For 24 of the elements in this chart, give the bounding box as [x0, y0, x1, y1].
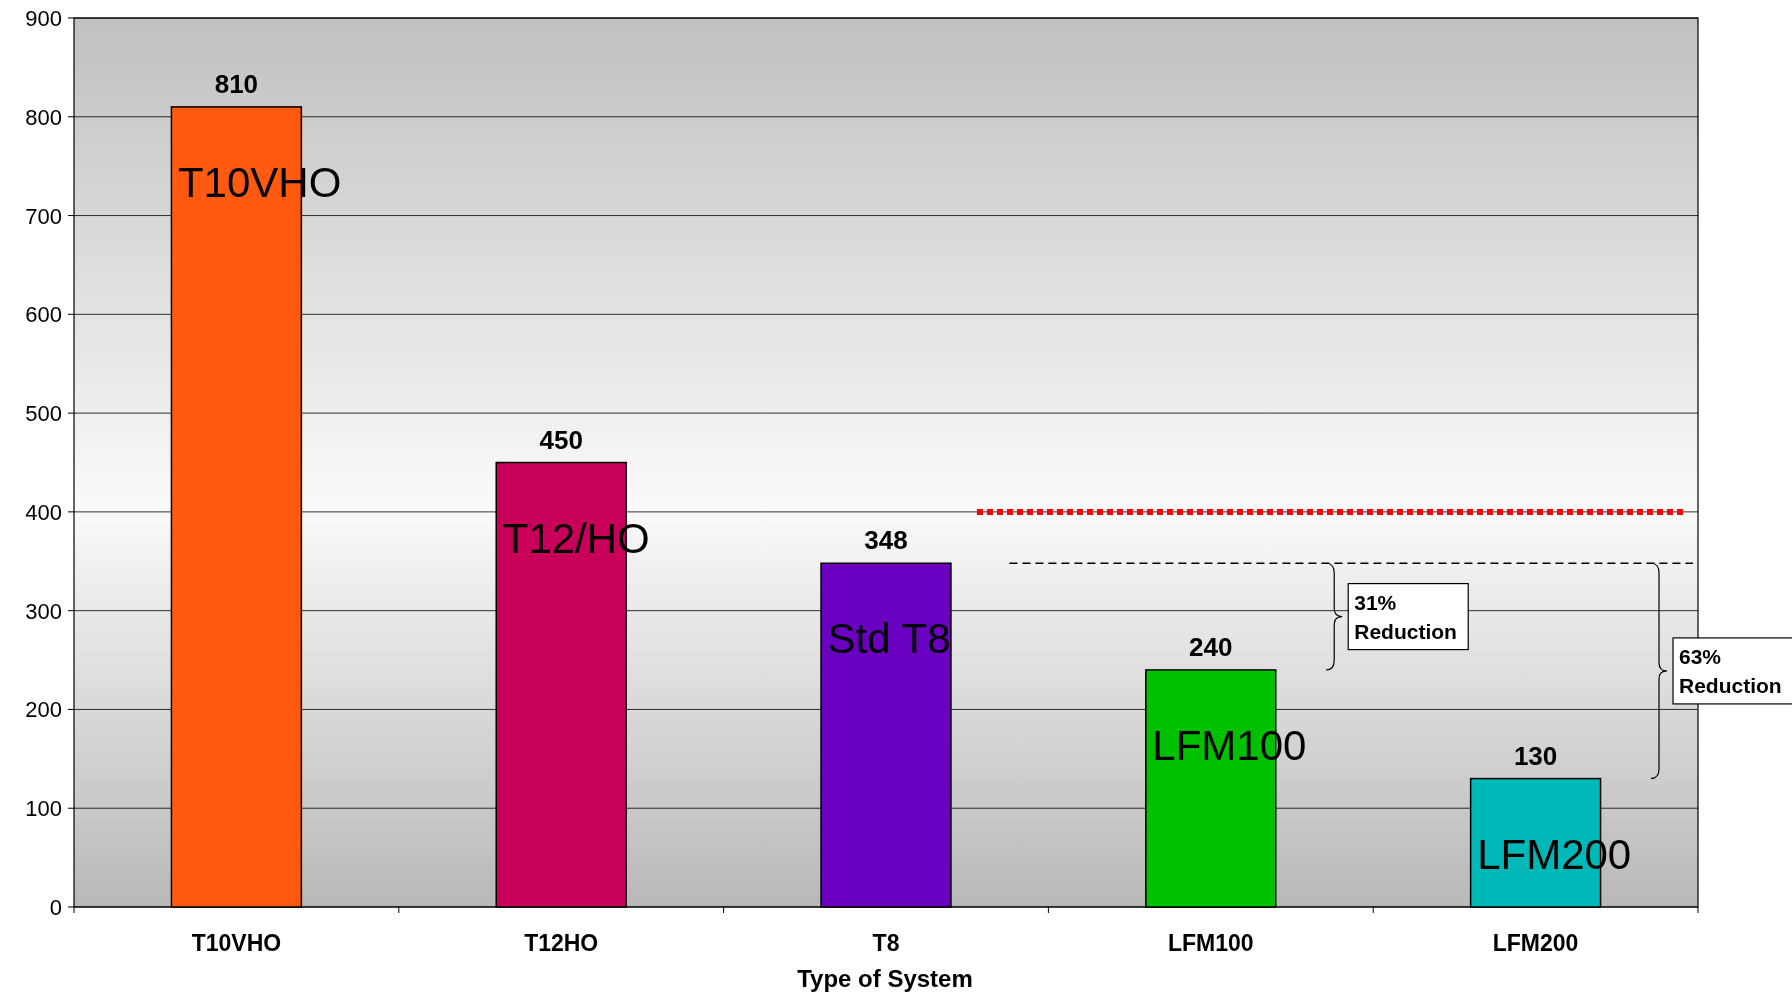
y-tick-label: 900: [25, 6, 62, 31]
x-tick-label: T10VHO: [191, 930, 282, 956]
x-tick-label: T8: [872, 930, 900, 956]
y-tick-label: 800: [25, 104, 62, 130]
y-tick-label: 600: [25, 302, 62, 328]
y-tick-label: 0: [49, 895, 62, 920]
x-tick-label: T12HO: [524, 930, 599, 956]
y-tick-label: 300: [25, 598, 62, 624]
y-tick-label: 700: [25, 203, 62, 229]
x-tick-label: LFM100: [1167, 930, 1254, 956]
y-tick-label: 500: [25, 401, 62, 427]
y-tick-label: 100: [25, 796, 62, 822]
annotation: 31% Reduction: [1354, 590, 1457, 643]
annotation: Std T8: [827, 615, 951, 663]
x-tick-label: LFM200: [1492, 930, 1579, 956]
data-label: 240: [1189, 631, 1233, 662]
data-label: 348: [864, 525, 908, 556]
data-label: 810: [214, 68, 259, 99]
y-tick-label: 400: [25, 499, 62, 525]
annotation: 63% Reduction: [1679, 644, 1782, 697]
data-label: 130: [1513, 740, 1558, 771]
x-axis-title: Type of System: [797, 965, 973, 992]
data-label: 450: [539, 424, 583, 455]
y-tick-label: 200: [25, 697, 62, 723]
